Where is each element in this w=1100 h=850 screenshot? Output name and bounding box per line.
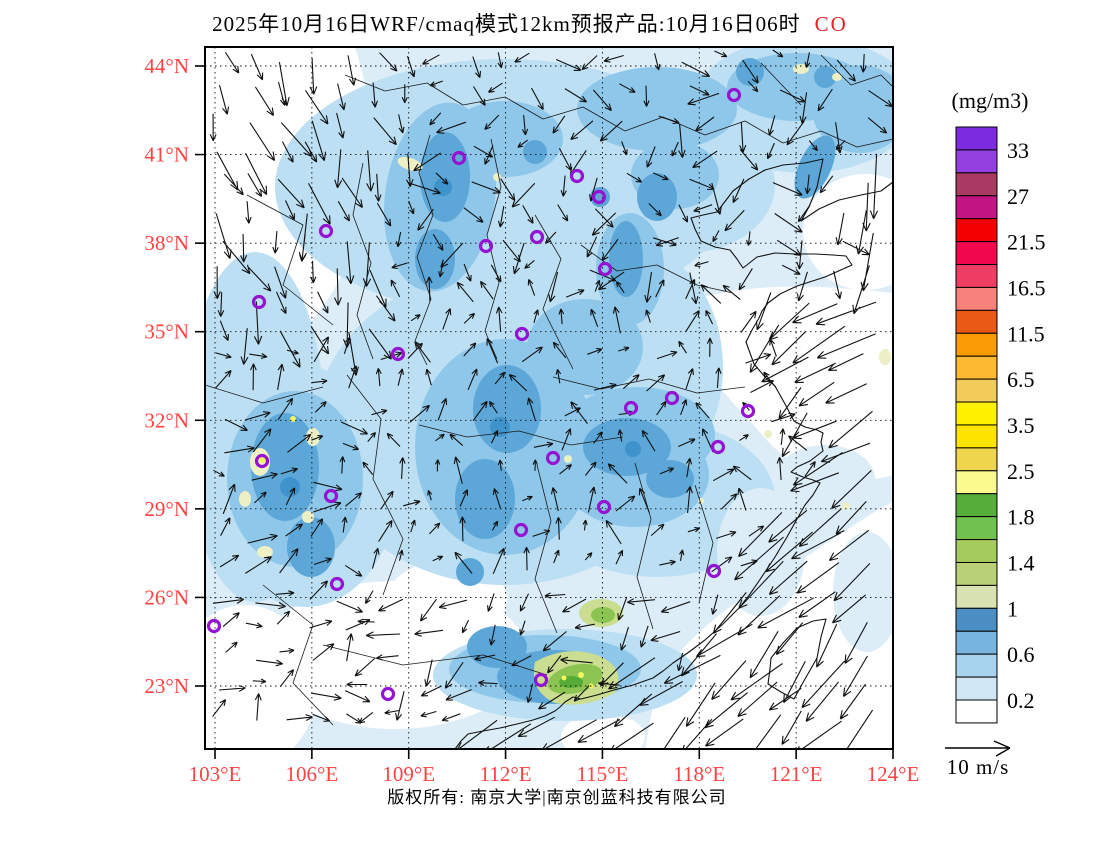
lat-tick-label: 35°N xyxy=(144,320,189,344)
wind-scale-label: 10 m/s xyxy=(946,755,1010,779)
copyright-text: 版权所有: 南京大学|南京创蓝科技有限公司 xyxy=(387,788,727,807)
lat-tick-label: 29°N xyxy=(144,497,189,521)
colorbar-legend: 33 27 21.5 16.5 11.5 6.5 3.5 2.5 1.8 1.4 1 0.6 0.2 xyxy=(955,126,1046,724)
colorbar-tick-label: 1 xyxy=(1007,596,1018,621)
lat-tick-label: 23°N xyxy=(144,674,189,698)
lat-tick-label: 38°N xyxy=(144,231,189,255)
title-text: 2025年10月16日WRF/cmaq模式12km预报产品:10月16日06时 xyxy=(212,12,801,36)
colorbar-tick-label: 21.5 xyxy=(1007,230,1046,255)
province-boundaries xyxy=(205,54,893,726)
lat-tick-label: 41°N xyxy=(144,143,189,167)
taiwan-outline xyxy=(767,618,827,700)
species-label: CO xyxy=(814,12,848,36)
colorbar-tick-label: 16.5 xyxy=(1007,275,1046,300)
colorbar-tick-label: 2.5 xyxy=(1007,459,1035,484)
colorbar-tick-label: 0.6 xyxy=(1007,642,1035,667)
lon-tick-label: 103°E xyxy=(189,762,242,786)
colorbar-units-label: (mg/m3) xyxy=(951,88,1029,113)
wind-vector-field xyxy=(209,49,893,749)
lon-tick-label: 121°E xyxy=(770,762,823,786)
page-title: 2025年10月16日WRF/cmaq模式12km预报产品:10月16日06时 C… xyxy=(0,8,1060,38)
china-coastline xyxy=(454,158,893,749)
lon-tick-label: 118°E xyxy=(673,762,725,786)
colorbar-tick-label: 0.2 xyxy=(1007,688,1035,713)
lon-tick-label: 109°E xyxy=(382,762,435,786)
lat-tick-label: 26°N xyxy=(144,585,189,609)
axis-ticks xyxy=(195,65,894,759)
colorbar-tick-label: 1.4 xyxy=(1007,550,1035,575)
lat-tick-label: 44°N xyxy=(144,54,189,78)
colorbar-tick-label: 3.5 xyxy=(1007,413,1035,438)
lon-tick-label: 106°E xyxy=(285,762,338,786)
coastline-borders xyxy=(454,158,893,749)
colorbar-tick-label: 1.8 xyxy=(1007,505,1035,530)
high-co-hotspot-prd xyxy=(259,416,623,705)
lon-tick-label: 115°E xyxy=(576,762,628,786)
lon-tick-label: 112°E xyxy=(480,762,532,786)
wind-scale-arrow xyxy=(945,740,1011,757)
co-concentration-field xyxy=(205,47,893,749)
axis-labels: 103°E 106°E 109°E 112°E 115°E 118°E 121°E 124°E… xyxy=(144,54,919,786)
map-frame xyxy=(204,46,894,750)
colorbar-tick-label: 11.5 xyxy=(1007,321,1045,346)
colorbar-tick-label: 33 xyxy=(1007,138,1029,163)
lat-tick-label: 32°N xyxy=(144,408,189,432)
city-markers xyxy=(206,87,756,702)
colorbar-tick-label: 27 xyxy=(1007,184,1029,209)
colorbar-tick-label: 6.5 xyxy=(1007,367,1035,392)
lon-tick-label: 124°E xyxy=(867,762,920,786)
map-area xyxy=(205,47,893,749)
